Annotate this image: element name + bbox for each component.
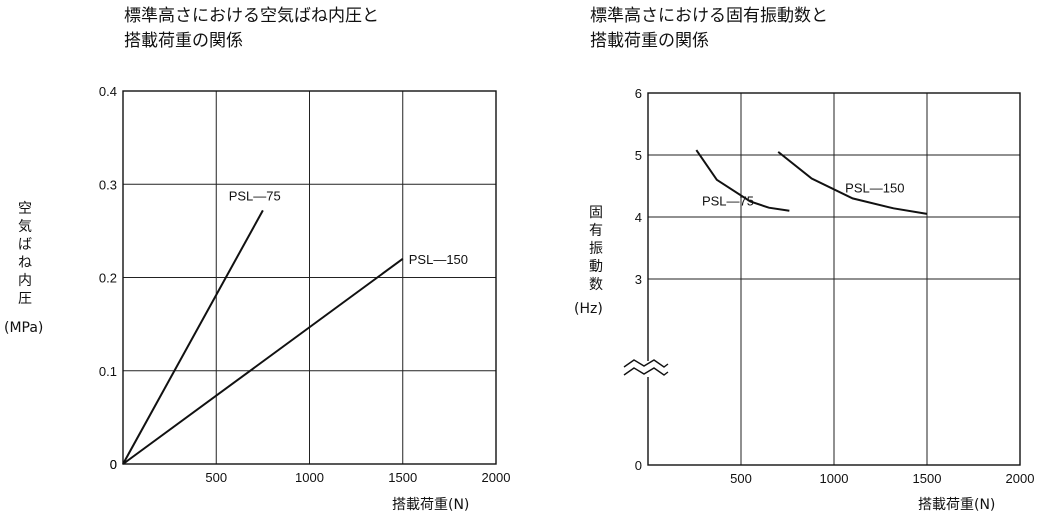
chart2-x-axis-label: 搭載荷重(N) xyxy=(918,497,996,513)
y-label-char: 数 xyxy=(589,277,603,293)
chart2-x-tick-label: 1500 xyxy=(913,471,942,486)
chart1-y-axis-label: 空 気 ば ね 内 圧 xyxy=(14,200,36,308)
chart2-y-tick-label: 3 xyxy=(635,272,642,287)
chart1-series-line-psl150 xyxy=(122,258,404,465)
chart2-x-tick-label: 1000 xyxy=(820,471,849,486)
y-label-char: ね xyxy=(18,255,32,271)
y-label-char: 固 xyxy=(589,205,603,221)
chart1-x-tick-label: 1000 xyxy=(295,470,324,485)
chart2-series-label: PSL—75 xyxy=(702,194,754,209)
chart2-x-tick-label: 2000 xyxy=(1006,471,1035,486)
chart1-origin-label: 0 xyxy=(110,457,117,472)
chart2-y-axis-label: 固 有 振 動 数 xyxy=(585,204,607,294)
chart1-y-unit: (MPa) xyxy=(4,320,44,336)
chart2-title-line2: 搭載荷重の関係 xyxy=(590,31,709,51)
chart2-axis-break-mark-upper xyxy=(623,359,669,368)
chart1-title-line1: 標準高さにおける空気ばね内圧と xyxy=(124,6,379,26)
y-label-char: 空 xyxy=(18,201,32,217)
chart1-series-line-psl75 xyxy=(122,209,264,465)
y-label-char: 有 xyxy=(589,223,603,239)
chart1-title-line2: 搭載荷重の関係 xyxy=(124,31,243,51)
chart2-plot-frame xyxy=(647,92,1021,466)
chart1-x-tick-label: 500 xyxy=(205,470,227,485)
chart2-x-tick-label: 500 xyxy=(730,471,752,486)
y-label-char: 気 xyxy=(18,219,32,235)
chart2-y-tick-label: 4 xyxy=(635,210,642,225)
chart2-title: 標準高さにおける固有振動数と 搭載荷重の関係 xyxy=(590,4,828,54)
chart1-y-tick-label: 0.4 xyxy=(99,84,117,99)
chart2-title-line1: 標準高さにおける固有振動数と xyxy=(590,6,828,26)
chart2-y-tick-label: 6 xyxy=(635,86,642,101)
chart1-y-tick-label: 0.1 xyxy=(99,364,117,379)
chart2-axis-break-mark-lower xyxy=(623,367,669,376)
chart2-series-line-psl75 xyxy=(695,149,790,212)
y-label-char: ば xyxy=(18,237,32,253)
chart2-y-unit: (Hz) xyxy=(574,301,603,317)
chart2-axis-break-gap xyxy=(645,361,651,377)
chart1-y-tick-label: 0.2 xyxy=(99,271,117,286)
chart1-x-tick-label: 1500 xyxy=(388,470,417,485)
y-label-char: 動 xyxy=(589,259,603,275)
y-label-char: 振 xyxy=(589,241,603,257)
chart1-plot-frame xyxy=(122,90,497,465)
chart1-y-tick-label: 0.3 xyxy=(99,177,117,192)
chart1-series-label: PSL—75 xyxy=(229,188,281,203)
chart1-series-label: PSL—150 xyxy=(409,252,468,267)
y-label-char: 内 xyxy=(18,273,32,289)
chart2-series-label: PSL—150 xyxy=(845,180,904,195)
chart1-x-axis-label: 搭載荷重(N) xyxy=(392,497,470,513)
chart1-title: 標準高さにおける空気ばね内圧と 搭載荷重の関係 xyxy=(124,4,379,54)
chart2-series-line-psl150 xyxy=(777,151,928,215)
chart1-y-tick-label: 0 xyxy=(110,457,117,472)
chart2-y-tick-label: 5 xyxy=(635,148,642,163)
chart2-y-tick-label: 0 xyxy=(635,458,642,473)
chart1-x-tick-label: 2000 xyxy=(482,470,511,485)
y-label-char: 圧 xyxy=(18,291,32,307)
